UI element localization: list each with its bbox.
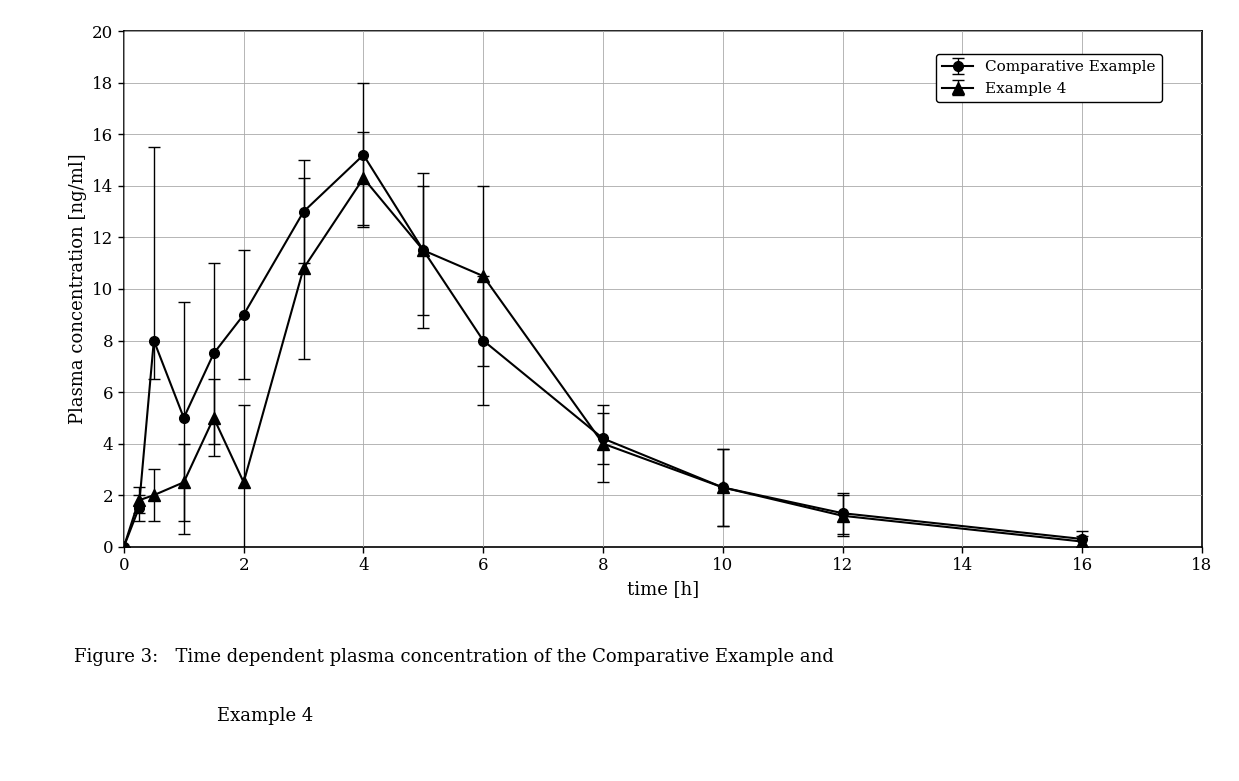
Text: Figure 3:   Time dependent plasma concentration of the Comparative Example and: Figure 3: Time dependent plasma concentr… [74, 648, 834, 666]
Legend: Comparative Example, Example 4: Comparative Example, Example 4 [937, 55, 1162, 102]
Y-axis label: Plasma concentration [ng/ml]: Plasma concentration [ng/ml] [68, 154, 87, 424]
X-axis label: time [h]: time [h] [627, 580, 699, 597]
Text: Example 4: Example 4 [217, 707, 313, 725]
